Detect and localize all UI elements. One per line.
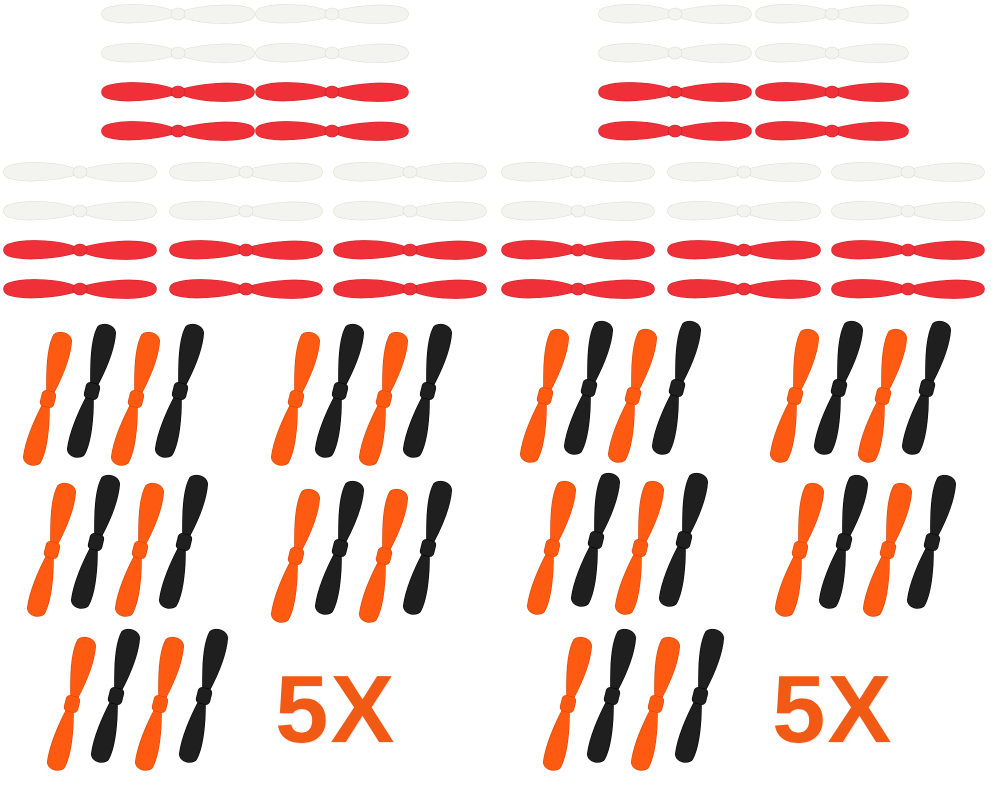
orange-vertical-propeller bbox=[268, 329, 323, 469]
white-horizontal-propeller bbox=[501, 200, 655, 222]
white-horizontal-propeller bbox=[101, 42, 255, 64]
orange-vertical-propeller bbox=[517, 326, 572, 466]
red-horizontal-propeller bbox=[501, 278, 655, 300]
white-horizontal-propeller bbox=[831, 200, 985, 222]
black-vertical-propeller bbox=[312, 478, 367, 618]
black-vertical-propeller bbox=[672, 626, 727, 766]
black-vertical-propeller bbox=[400, 321, 455, 461]
white-horizontal-propeller bbox=[501, 161, 655, 183]
orange-vertical-propeller bbox=[356, 486, 411, 626]
white-horizontal-propeller bbox=[755, 3, 909, 25]
black-vertical-propeller bbox=[312, 321, 367, 461]
white-horizontal-propeller bbox=[169, 161, 323, 183]
black-vertical-propeller bbox=[811, 318, 866, 458]
black-vertical-propeller bbox=[400, 478, 455, 618]
red-horizontal-propeller bbox=[101, 81, 255, 103]
white-horizontal-propeller bbox=[169, 200, 323, 222]
orange-vertical-propeller bbox=[24, 480, 79, 620]
white-horizontal-propeller bbox=[101, 3, 255, 25]
red-horizontal-propeller bbox=[831, 239, 985, 261]
white-horizontal-propeller bbox=[333, 200, 487, 222]
red-horizontal-propeller bbox=[598, 81, 752, 103]
orange-vertical-propeller bbox=[540, 634, 595, 774]
orange-vertical-propeller bbox=[855, 326, 910, 466]
white-horizontal-propeller bbox=[3, 200, 157, 222]
black-vertical-propeller bbox=[816, 472, 871, 612]
orange-vertical-propeller bbox=[132, 634, 187, 774]
white-horizontal-propeller bbox=[667, 161, 821, 183]
white-horizontal-propeller bbox=[255, 3, 409, 25]
black-vertical-propeller bbox=[176, 626, 231, 766]
orange-vertical-propeller bbox=[605, 326, 660, 466]
orange-vertical-propeller bbox=[612, 478, 667, 618]
black-vertical-propeller bbox=[656, 470, 711, 610]
white-horizontal-propeller bbox=[598, 42, 752, 64]
orange-vertical-propeller bbox=[20, 329, 75, 469]
red-horizontal-propeller bbox=[598, 120, 752, 142]
black-vertical-propeller bbox=[904, 472, 959, 612]
red-horizontal-propeller bbox=[101, 120, 255, 142]
orange-vertical-propeller bbox=[108, 329, 163, 469]
orange-vertical-propeller bbox=[268, 486, 323, 626]
black-vertical-propeller bbox=[584, 626, 639, 766]
quantity-badge-right: 5X bbox=[772, 656, 894, 763]
red-horizontal-propeller bbox=[501, 239, 655, 261]
red-horizontal-propeller bbox=[755, 120, 909, 142]
red-horizontal-propeller bbox=[333, 239, 487, 261]
red-horizontal-propeller bbox=[3, 239, 157, 261]
white-horizontal-propeller bbox=[755, 42, 909, 64]
black-vertical-propeller bbox=[649, 318, 704, 458]
red-horizontal-propeller bbox=[667, 278, 821, 300]
red-horizontal-propeller bbox=[755, 81, 909, 103]
white-horizontal-propeller bbox=[333, 161, 487, 183]
black-vertical-propeller bbox=[88, 626, 143, 766]
white-horizontal-propeller bbox=[255, 42, 409, 64]
orange-vertical-propeller bbox=[112, 480, 167, 620]
orange-vertical-propeller bbox=[767, 326, 822, 466]
white-horizontal-propeller bbox=[831, 161, 985, 183]
red-horizontal-propeller bbox=[255, 120, 409, 142]
white-horizontal-propeller bbox=[667, 200, 821, 222]
black-vertical-propeller bbox=[64, 321, 119, 461]
red-horizontal-propeller bbox=[333, 278, 487, 300]
black-vertical-propeller bbox=[568, 470, 623, 610]
black-vertical-propeller bbox=[152, 321, 207, 461]
white-horizontal-propeller bbox=[3, 161, 157, 183]
orange-vertical-propeller bbox=[356, 329, 411, 469]
red-horizontal-propeller bbox=[667, 239, 821, 261]
red-horizontal-propeller bbox=[831, 278, 985, 300]
black-vertical-propeller bbox=[156, 472, 211, 612]
white-horizontal-propeller bbox=[598, 3, 752, 25]
orange-vertical-propeller bbox=[772, 480, 827, 620]
red-horizontal-propeller bbox=[255, 81, 409, 103]
black-vertical-propeller bbox=[899, 318, 954, 458]
black-vertical-propeller bbox=[68, 472, 123, 612]
orange-vertical-propeller bbox=[44, 634, 99, 774]
quantity-badge-left: 5X bbox=[275, 656, 397, 763]
orange-vertical-propeller bbox=[628, 634, 683, 774]
orange-vertical-propeller bbox=[524, 478, 579, 618]
black-vertical-propeller bbox=[561, 318, 616, 458]
red-horizontal-propeller bbox=[3, 278, 157, 300]
orange-vertical-propeller bbox=[860, 480, 915, 620]
red-horizontal-propeller bbox=[169, 278, 323, 300]
red-horizontal-propeller bbox=[169, 239, 323, 261]
